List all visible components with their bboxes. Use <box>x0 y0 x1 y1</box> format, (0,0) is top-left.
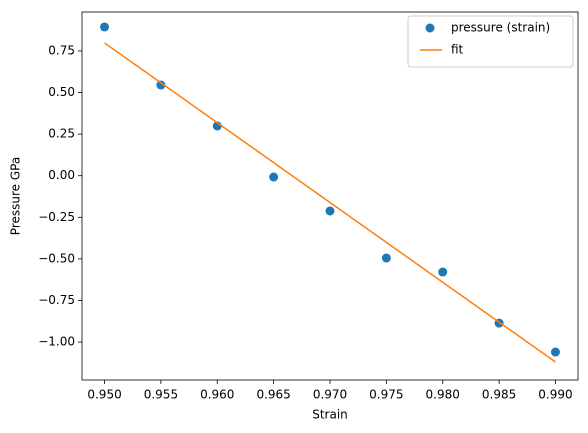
y-tick-label: 0.50 <box>48 85 75 99</box>
x-tick-label: 0.980 <box>426 388 460 402</box>
x-tick-label: 0.950 <box>87 388 121 402</box>
y-tick-label: 0.00 <box>48 168 75 182</box>
scatter-point <box>381 253 391 263</box>
x-tick-label: 0.975 <box>369 388 403 402</box>
x-tick-label: 0.965 <box>256 388 290 402</box>
y-tick-label: −1.00 <box>38 335 75 349</box>
y-tick-label: 0.75 <box>48 43 75 57</box>
legend-label: fit <box>451 43 464 57</box>
scatter-point <box>550 347 560 357</box>
y-tick-label: −0.25 <box>38 210 75 224</box>
y-axis-label: Pressure GPa <box>9 157 23 235</box>
y-tick-label: 0.25 <box>48 127 75 141</box>
fit-line <box>104 42 556 363</box>
scatter-point <box>325 206 335 216</box>
plot-frame <box>81 11 579 381</box>
scatter-point <box>269 172 279 182</box>
scatter-point <box>438 267 448 277</box>
x-axis-label: Strain <box>312 408 348 422</box>
scatter-point <box>100 22 110 32</box>
x-tick-label: 0.985 <box>482 388 516 402</box>
x-tick-label: 0.970 <box>313 388 347 402</box>
y-tick-label: −0.50 <box>38 251 75 265</box>
legend-box <box>407 15 574 68</box>
y-tick-label: −0.75 <box>38 293 75 307</box>
legend-label: pressure (strain) <box>451 21 550 35</box>
scatter-point <box>156 80 166 90</box>
x-tick-label: 0.960 <box>200 388 234 402</box>
x-tick-label: 0.990 <box>538 388 572 402</box>
legend-marker <box>425 23 435 33</box>
x-tick-label: 0.955 <box>144 388 178 402</box>
